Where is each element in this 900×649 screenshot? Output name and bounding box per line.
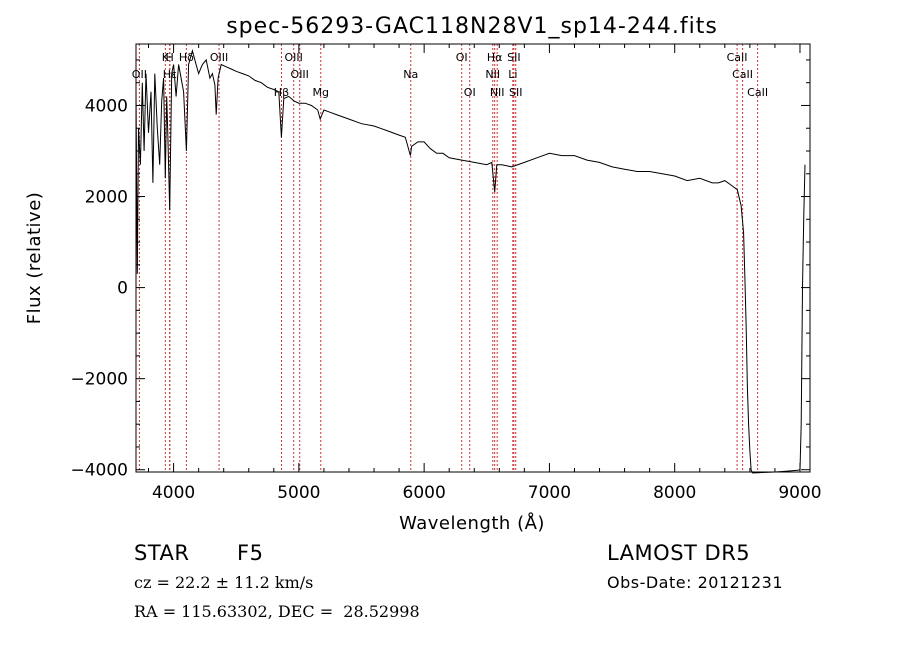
line-marker-label: NII [490,86,505,99]
line-markers [138,44,759,472]
redshift-value: cz = 22.2 ± 11.2 km/s [134,573,314,592]
y-tick-label: 4000 [85,96,128,116]
coordinates: RA = 115.63302, DEC = 28.52998 [134,602,420,621]
line-marker-label: SII [509,86,522,99]
x-tick-label: 4000 [152,483,195,503]
line-marker-label: OII [132,68,147,81]
line-marker-label: SII [507,51,520,64]
observation-date: Obs-Date: 20121231 [607,573,784,592]
line-marker-label: OIII [210,51,228,64]
x-tick-label: 6000 [403,483,446,503]
line-marker-label: Hε [163,68,177,81]
survey-name: LAMOST DR5 [607,541,751,565]
x-tick-label: 5000 [277,483,320,503]
y-tick-label: −4000 [70,461,128,481]
y-tick-label: 2000 [85,188,128,208]
line-marker-label: K [162,51,170,64]
line-marker-label: CaII [732,68,753,81]
y-axis-ticks: −4000 −2000 0 2000 4000 [70,59,810,481]
y-axis-label: Flux (relative) [24,192,45,325]
line-marker-label: OI [456,51,468,64]
line-marker-label: Hα [487,51,503,64]
line-marker-label: OIII [285,51,303,64]
line-marker-label: Mg [313,86,329,99]
x-axis-ticks: 4000 5000 6000 7000 8000 9000 [148,44,822,503]
x-axis-label: Wavelength (Å) [399,512,545,534]
line-marker-label: H [166,51,174,64]
line-marker-label: Li [508,68,517,81]
line-marker-label: OI [464,86,476,99]
object-type: STAR [134,541,190,565]
line-marker-label: CaII [747,86,768,99]
line-marker-label: NII [485,68,500,81]
x-tick-label: 9000 [778,483,821,503]
line-marker-label: Na [403,68,418,81]
x-tick-label: 8000 [653,483,696,503]
y-tick-label: 0 [117,279,128,299]
plot-frame [135,43,811,473]
y-tick-label: −2000 [70,370,128,390]
line-marker-label: Hβ [274,86,289,99]
line-marker-label: CaII [727,51,748,64]
line-marker-label: Hδ [179,51,194,64]
x-tick-label: 7000 [528,483,571,503]
chart-title: spec-56293-GAC118N28V1_sp14-244.fits [226,14,718,39]
spectrum-series-line [135,48,806,474]
line-marker-label: OIII [291,68,309,81]
object-subclass: F5 [237,541,264,565]
